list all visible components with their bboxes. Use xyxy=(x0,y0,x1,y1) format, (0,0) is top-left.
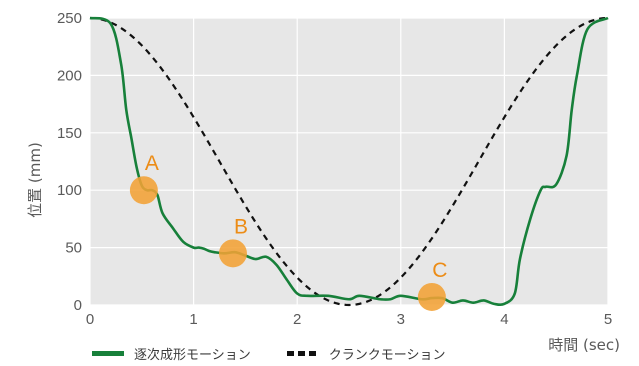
y-tick-label: 50 xyxy=(65,240,82,257)
legend-item-sequential: 逐次成形モーション xyxy=(92,344,251,363)
y-tick-label: 0 xyxy=(74,297,82,314)
annotation-label: C xyxy=(432,259,447,282)
legend-label-crank: クランクモーション xyxy=(328,347,446,363)
annotation-label: A xyxy=(145,152,159,175)
x-tick-label: 3 xyxy=(397,311,405,328)
legend-swatch-solid xyxy=(92,350,124,356)
annotations: A B C xyxy=(129,152,447,311)
y-axis-ticks: 0 50 100 150 200 250 xyxy=(57,10,82,314)
y-tick-label: 200 xyxy=(57,67,82,84)
annotation-marker xyxy=(129,176,158,205)
x-axis-label: 時間 (sec) xyxy=(548,336,620,354)
x-tick-label: 0 xyxy=(86,311,94,328)
plot-area xyxy=(90,18,608,305)
x-tick-label: 5 xyxy=(604,311,612,328)
series-line-crank xyxy=(89,16,609,307)
y-tick-label: 100 xyxy=(57,182,82,199)
annotation-label: B xyxy=(234,215,248,238)
y-tick-label: 250 xyxy=(57,10,82,27)
annotation-marker xyxy=(417,282,446,311)
legend-label-sequential: 逐次成形モーション xyxy=(134,347,251,363)
x-axis-ticks: 0 1 2 3 4 5 xyxy=(86,311,612,328)
grid-lines xyxy=(89,17,609,306)
x-tick-label: 2 xyxy=(293,311,301,328)
legend-swatch-dashed xyxy=(286,350,319,356)
y-axis-label: 位置 (mm) xyxy=(26,142,44,218)
x-tick-label: 4 xyxy=(500,311,508,328)
y-tick-label: 150 xyxy=(57,125,82,142)
legend-item-crank: クランクモーション xyxy=(286,344,446,363)
legend: 逐次成形モーション クランクモーション xyxy=(92,343,446,363)
annotation-marker xyxy=(218,239,247,268)
x-tick-label: 1 xyxy=(189,311,197,328)
